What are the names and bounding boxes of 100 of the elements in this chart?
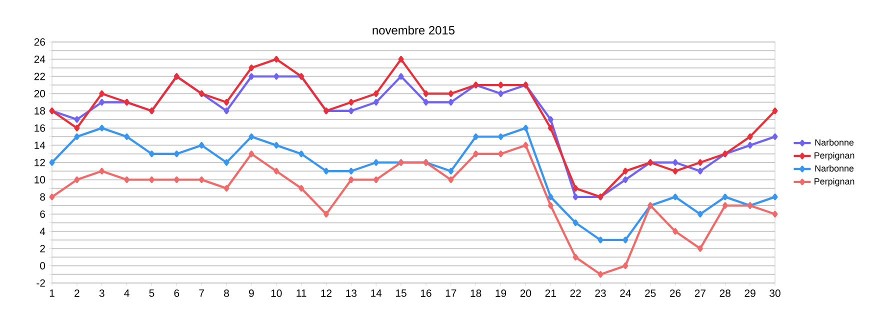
- point: [697, 168, 703, 174]
- y-tick-label: 16: [34, 124, 46, 132]
- point: [398, 73, 404, 80]
- point: [224, 159, 230, 166]
- point: [274, 56, 280, 62]
- point: [74, 176, 80, 183]
- point: [598, 271, 604, 278]
- point: [198, 142, 204, 149]
- x-tick-label: 27: [694, 290, 706, 297]
- x-tick-label: 22: [570, 290, 581, 297]
- point: [722, 194, 728, 200]
- point: [448, 90, 454, 97]
- point: [148, 176, 154, 183]
- point: [498, 150, 504, 158]
- point: [548, 124, 554, 132]
- point: [324, 210, 329, 218]
- y-tick-label: 4: [40, 228, 46, 235]
- x-tick-label: 1: [50, 290, 54, 297]
- y-tick-label: 26: [34, 38, 46, 46]
- y-tick-label: 18: [34, 107, 46, 115]
- point: [548, 116, 554, 123]
- x-tick-label: 5: [149, 290, 154, 297]
- x-tick-label: 30: [770, 290, 780, 297]
- x-tick-label: 24: [620, 290, 631, 297]
- point: [124, 133, 130, 140]
- point: [74, 133, 80, 140]
- point: [622, 262, 628, 270]
- legend-label: Narbonne: [815, 139, 854, 146]
- x-tick-label: 13: [346, 290, 357, 297]
- y-tick-label: 8: [40, 193, 46, 201]
- x-tick-label: 4: [124, 290, 130, 297]
- x-tick-label: 8: [224, 290, 229, 297]
- legend-label: Narbonne: [815, 164, 854, 172]
- point: [198, 176, 204, 183]
- point: [722, 202, 728, 209]
- y-tick-label: 22: [34, 72, 45, 80]
- point: [423, 90, 429, 97]
- point: [572, 219, 578, 226]
- x-tick-label: 25: [645, 290, 656, 297]
- x-tick-label: 12: [321, 290, 332, 297]
- x-tick-label: 19: [496, 290, 506, 297]
- point: [49, 159, 55, 166]
- point: [772, 194, 778, 200]
- x-tick-label: 3: [99, 290, 104, 297]
- point: [298, 185, 304, 192]
- point: [697, 210, 703, 218]
- point: [572, 254, 578, 260]
- x-tick-label: 7: [199, 290, 204, 297]
- point: [548, 194, 554, 200]
- point: [498, 133, 504, 140]
- point: [224, 108, 230, 114]
- point: [448, 98, 454, 106]
- point: [398, 56, 404, 62]
- x-tick-label: 18: [470, 290, 482, 297]
- point: [224, 98, 230, 106]
- point: [622, 168, 628, 174]
- x-tick-label: 15: [396, 290, 406, 297]
- y-tick-label: 24: [34, 56, 46, 63]
- point: [772, 133, 778, 140]
- point: [672, 194, 678, 200]
- y-tick-label: 20: [34, 90, 46, 98]
- point: [473, 133, 479, 140]
- point: [697, 159, 703, 166]
- point: [772, 108, 778, 114]
- point: [99, 124, 105, 132]
- point: [174, 176, 180, 183]
- point: [99, 90, 105, 97]
- y-tick-label: -2: [36, 279, 45, 287]
- x-tick-label: 9: [249, 290, 254, 297]
- point: [174, 150, 180, 158]
- point: [772, 210, 778, 218]
- chart-title: novembre 2015: [372, 26, 455, 34]
- point: [148, 150, 154, 158]
- point: [498, 90, 504, 97]
- point: [298, 150, 304, 158]
- point: [498, 82, 504, 88]
- y-tick-label: 0: [40, 262, 46, 270]
- y-tick-label: 2: [40, 244, 45, 252]
- x-tick-label: 20: [520, 290, 532, 297]
- point: [224, 185, 230, 192]
- x-tick-label: 28: [720, 290, 730, 297]
- x-tick-label: 16: [420, 290, 432, 297]
- point: [423, 98, 429, 106]
- point: [747, 142, 753, 149]
- x-tick-label: 2: [74, 290, 80, 297]
- point: [348, 176, 354, 183]
- point: [448, 168, 454, 174]
- point: [99, 168, 105, 174]
- y-tick-label: 6: [40, 210, 46, 218]
- point: [473, 150, 479, 158]
- x-tick-label: 14: [371, 290, 382, 297]
- x-tick-label: 21: [545, 290, 556, 297]
- x-tick-label: 26: [670, 290, 681, 297]
- point: [373, 176, 379, 183]
- legend-label: Perpignan: [814, 178, 854, 186]
- point: [248, 150, 254, 158]
- point: [348, 168, 354, 174]
- point: [598, 236, 604, 244]
- point: [622, 236, 628, 244]
- point: [373, 98, 379, 106]
